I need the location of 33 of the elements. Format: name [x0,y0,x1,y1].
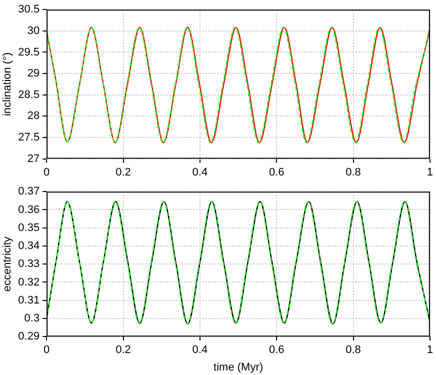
x-tick-label: 1 [426,166,434,178]
y-tick-label: 0.33 [18,258,40,270]
x-tick-label: 0.6 [268,344,284,356]
y-tick-label: 0.29 [18,330,40,343]
x-tick-label: 0 [44,166,50,178]
x-tick-label: 0.8 [346,344,361,356]
y-tick-label: 30 [27,24,40,37]
y-tick-label: 27 [27,152,40,165]
x-tick-label: 0.4 [192,344,208,356]
y-tick-label: 30.5 [18,4,40,16]
y-tick-label: 27.5 [18,132,40,144]
y-tick-label: 29.5 [18,46,40,58]
x-axis-title: time (Myr) [214,361,264,374]
x-tick-label: 1 [426,344,434,356]
line-series [46,26,430,144]
y-tick-label: 0.36 [18,204,40,216]
y-tick-label: 29 [27,68,40,80]
y-tick-label: 0.35 [18,222,40,234]
y-tick-label: 28.5 [18,88,40,101]
y-tick-label: 0.31 [18,294,40,306]
x-tick-label: 0.2 [116,344,131,356]
y-tick-label: 0.37 [18,186,40,198]
x-tick-label: 0.8 [346,166,361,178]
y-axis-title: inclination (°) [2,52,14,116]
x-tick-label: 0 [44,344,50,356]
y-tick-label: 0.3 [24,312,40,325]
y-tick-label: 0.32 [18,276,40,288]
x-tick-label: 0.4 [192,166,208,178]
y-tick-label: 28 [27,110,40,122]
x-tick-label: 0.6 [268,166,284,178]
y-axis-title: eccentricity [2,236,14,292]
y-tick-label: 0.34 [18,240,40,252]
x-tick-label: 0.2 [116,166,131,178]
